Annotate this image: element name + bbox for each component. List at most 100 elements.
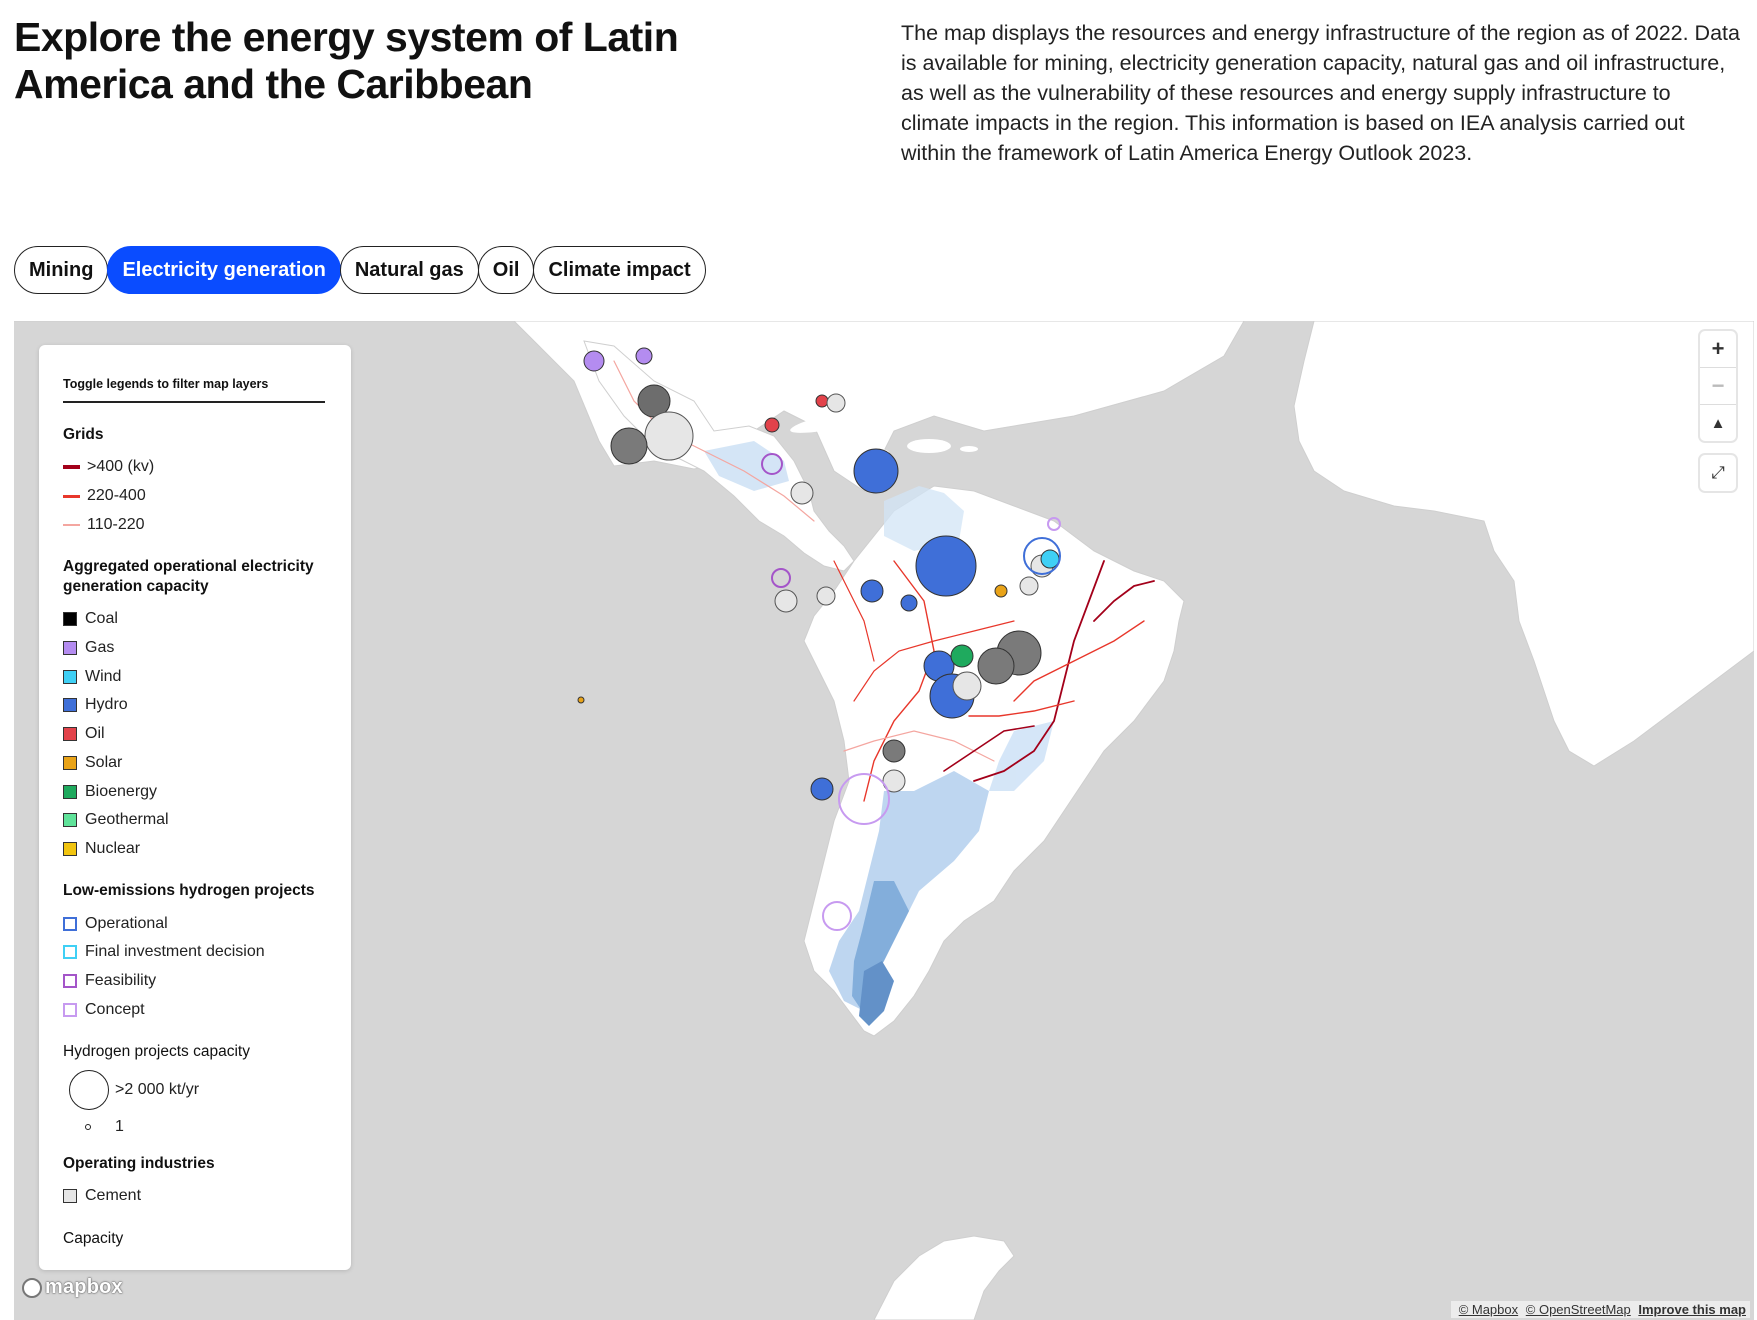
bubble-hydro[interactable] (915, 535, 977, 597)
bubble-cement[interactable] (826, 393, 846, 413)
legend-item-oil[interactable]: Oil (63, 720, 325, 749)
legend-item-wind[interactable]: Wind (63, 662, 325, 691)
oil-swatch (63, 727, 77, 742)
map-canvas[interactable]: Toggle legends to filter map layers Grid… (14, 321, 1754, 1320)
tab-natural-gas[interactable]: Natural gas (339, 246, 479, 294)
wind-swatch (63, 669, 77, 684)
legend-item-label: Nuclear (85, 839, 141, 857)
legend-item-feasibility[interactable]: Feasibility (63, 967, 325, 996)
osm-attribution-link[interactable]: © OpenStreetMap (1525, 1302, 1631, 1317)
tab-mining[interactable]: Mining (14, 246, 109, 294)
bubble-coal[interactable] (610, 427, 648, 465)
map-attribution: © Mapbox © OpenStreetMap Improve this ma… (1450, 1301, 1750, 1318)
bubble-oil[interactable] (815, 394, 829, 408)
bubble-cement[interactable] (1019, 576, 1039, 596)
tab-climate-impact[interactable]: Climate impact (533, 246, 706, 294)
bubble-cement[interactable] (774, 589, 798, 613)
map-legend-panel[interactable]: Toggle legends to filter map layers Grid… (39, 345, 351, 1270)
tab-oil[interactable]: Oil (477, 246, 535, 294)
legend-item-operational[interactable]: Operational (63, 909, 325, 938)
bubble-hydro[interactable] (810, 777, 834, 801)
legend-capacity-min-row: 1 (63, 1118, 325, 1136)
hydrogen-ring-concept[interactable] (822, 901, 852, 931)
hydrogen-ring-feasibility[interactable] (761, 453, 783, 475)
legend-item-label: Feasibility (85, 971, 157, 989)
bubble-gas[interactable] (635, 347, 653, 365)
hydrogen-ring-operational[interactable] (1023, 537, 1061, 575)
legend-item-grid-400[interactable]: >400 (kv) (63, 453, 325, 482)
legend-item-fid[interactable]: Final investment decision (63, 938, 325, 967)
bubble-coal[interactable] (977, 647, 1015, 685)
bubble-hydro[interactable] (900, 594, 918, 612)
mapbox-logo[interactable]: mapbox (22, 1276, 123, 1299)
bubble-solar[interactable] (994, 584, 1008, 598)
legend-item-solar[interactable]: Solar (63, 749, 325, 778)
legend-item-label: >400 (kv) (87, 458, 155, 476)
legend-item-label: Coal (85, 610, 118, 628)
bubble-bioenergy[interactable] (950, 644, 974, 668)
legend-item-hydro[interactable]: Hydro (63, 691, 325, 720)
legend-capacity-subtitle: Capacity (63, 1229, 124, 1247)
grid-220-400-swatch (63, 494, 80, 498)
legend-item-concept[interactable]: Concept (63, 995, 325, 1024)
bubble-hydro[interactable] (853, 448, 899, 494)
bubble-hydro[interactable] (860, 579, 884, 603)
bubble-cement[interactable] (790, 481, 814, 505)
legend-item-label: Wind (85, 667, 122, 685)
bubble-cement[interactable] (816, 586, 836, 606)
hydrogen-projects-layer[interactable] (761, 453, 1061, 931)
legend-item-nuclear[interactable]: Nuclear (63, 835, 325, 864)
legend-item-coal[interactable]: Coal (63, 605, 325, 634)
legend-hydrogen-title: Low-emissions hydrogen projects (63, 882, 315, 900)
legend-item-grid-110-220[interactable]: 110-220 (63, 510, 325, 539)
capacity-min-circle (85, 1124, 91, 1130)
hydrogen-ring-concept[interactable] (1047, 517, 1061, 531)
concept-swatch (63, 1002, 77, 1017)
gas-swatch (63, 641, 77, 656)
fullscreen-button[interactable]: ⤢ (1700, 455, 1736, 491)
page-title: Explore the energy system of Latin Ameri… (14, 14, 679, 107)
bubble-cement[interactable] (644, 411, 694, 461)
bubble-solar[interactable] (577, 696, 585, 704)
improve-map-link[interactable]: Improve this map (1638, 1302, 1746, 1317)
bubble-cement[interactable] (952, 671, 982, 701)
operational-swatch (63, 916, 77, 931)
bubble-oil[interactable] (764, 417, 780, 433)
legend-capacity-title: Aggregated operational electricity gener… (63, 558, 314, 596)
legend-item-gas[interactable]: Gas (63, 634, 325, 663)
legend-toggle-hint: Toggle legends to filter map layers (63, 377, 325, 403)
zoom-out-button[interactable]: − (1700, 368, 1736, 405)
legend-item-label: Concept (85, 1000, 145, 1018)
legend-item-grid-220-400[interactable]: 220-400 (63, 482, 325, 511)
mapbox-attribution-link[interactable]: © Mapbox (1458, 1302, 1519, 1317)
legend-item-label: Operational (85, 914, 168, 932)
capacity-max-circle (69, 1070, 109, 1110)
capacity-max-label: >2 000 kt/yr (115, 1081, 200, 1098)
grid-lines-layer (613, 360, 1155, 802)
hydrogen-ring-feasibility[interactable] (771, 568, 791, 588)
zoom-in-button[interactable]: + (1700, 331, 1736, 368)
legend-item-bioenergy[interactable]: Bioenergy (63, 777, 325, 806)
bubble-gas[interactable] (583, 350, 605, 372)
capacity-bubbles-layer[interactable] (577, 347, 1060, 801)
hydrogen-ring-feasibility[interactable] (838, 773, 890, 825)
legend-item-label: Oil (85, 725, 105, 743)
fid-swatch (63, 945, 77, 960)
tab-electricity-generation[interactable]: Electricity generation (107, 246, 341, 294)
mapbox-icon (22, 1277, 42, 1298)
hispaniola (907, 439, 951, 453)
bubble-cement[interactable] (882, 769, 906, 793)
layer-tabs: Mining Electricity generation Natural ga… (14, 246, 706, 294)
capacity-min-label: 1 (115, 1118, 124, 1135)
africa-landmass (1293, 321, 1754, 767)
grid-110-220-swatch (63, 523, 80, 526)
legend-item-geothermal[interactable]: Geothermal (63, 806, 325, 835)
geothermal-swatch (63, 813, 77, 828)
legend-item-cement[interactable]: Cement (63, 1182, 325, 1211)
intro-paragraph: The map displays the resources and energ… (901, 21, 1740, 165)
bubble-coal[interactable] (882, 739, 906, 763)
compass-button[interactable]: ▲ (1710, 414, 1726, 432)
legend-grids-title: Grids (63, 426, 104, 443)
solar-swatch (63, 755, 77, 770)
feasibility-swatch (63, 973, 77, 988)
